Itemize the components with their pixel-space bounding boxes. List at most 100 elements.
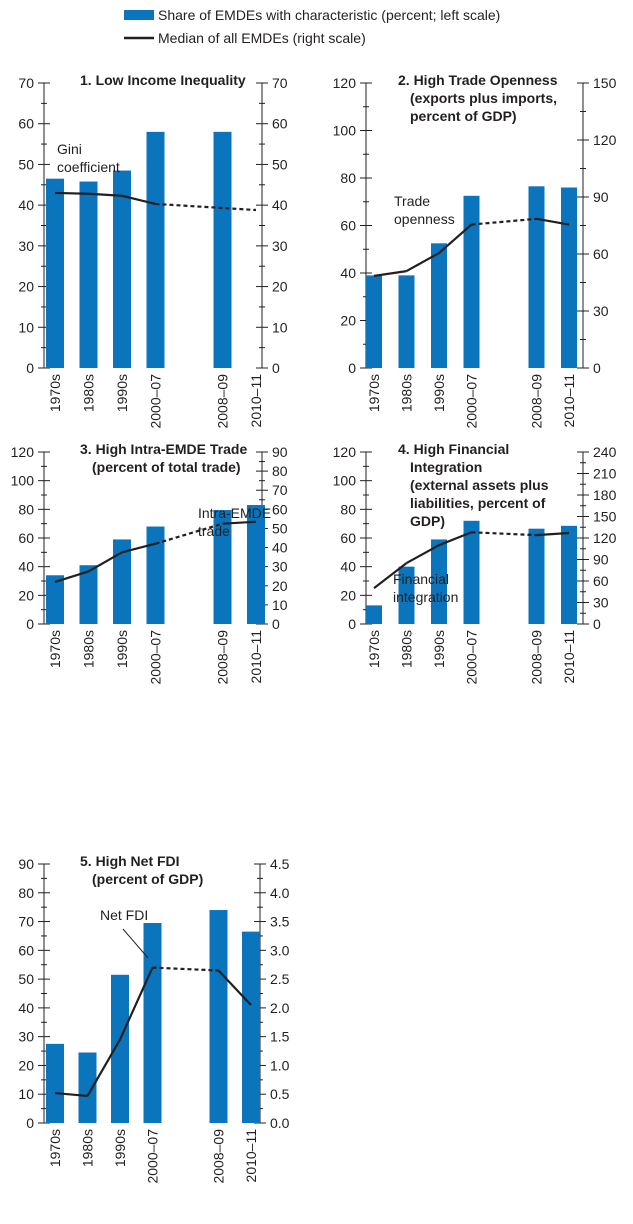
- panel-title-line: Integration: [410, 459, 482, 475]
- left-axis: 0 10 20 30 40 50 60 70: [18, 75, 50, 376]
- right-tick-label: 120: [593, 132, 617, 148]
- median-line-dashed-segment: [471, 531, 537, 537]
- left-tick-label: 40: [18, 197, 34, 213]
- category-label: 1980s: [81, 630, 97, 668]
- right-tick-label: 2.0: [270, 1000, 290, 1016]
- bar-2010–11: [242, 931, 260, 1123]
- left-tick-label: 120: [11, 444, 35, 460]
- left-tick-label: 60: [18, 942, 34, 958]
- panel-title-line: 5. High Net FDI: [80, 853, 180, 869]
- series-annotation: Trade openness: [394, 193, 455, 227]
- left-tick-label: 0: [26, 616, 34, 632]
- chart-panel-1: 0 10 20 30 40 50 60 70 0 10 20 30 40 50 60 70 1970s 1980s…: [18, 72, 287, 429]
- median-line-segment: [121, 542, 156, 554]
- left-tick-label: 40: [18, 1000, 34, 1016]
- category-labels: 1970s 1980s 1990s 2000–07 2008–09 2010–11: [366, 630, 577, 685]
- right-tick-label: 50: [272, 156, 288, 172]
- category-labels: 1970s 1980s 1990s 2000–07 2008–09 2010–11: [366, 374, 577, 429]
- right-tick-label: 70: [272, 75, 288, 91]
- panel-title-line: 3. High Intra-EMDE Trade: [80, 441, 247, 457]
- category-label: 1980s: [399, 374, 415, 412]
- bar-2010–11: [561, 187, 577, 368]
- category-labels: 1970s 1980s 1990s 2000–07 2008–09 2010–11: [47, 630, 264, 685]
- median-line-dashed-segment: [471, 217, 537, 226]
- right-tick-label: 240: [593, 444, 617, 460]
- annotation-line: integration: [393, 589, 458, 605]
- left-tick-label: 0: [26, 360, 34, 376]
- right-tick-label: 60: [272, 501, 288, 517]
- left-axis: 0 10 20 30 40 50 60 70 80 90: [18, 856, 50, 1131]
- left-tick-label: 20: [18, 279, 34, 295]
- category-label: 1970s: [47, 374, 63, 412]
- left-tick-label: 100: [333, 473, 357, 489]
- right-tick-label: 3.5: [270, 914, 290, 930]
- category-label: 1990s: [431, 374, 447, 412]
- annotation-line: Gini: [57, 141, 82, 157]
- bar-2000–07: [463, 195, 480, 368]
- annotation-leader-line: [122, 928, 149, 959]
- series-annotation: Gini coefficient: [57, 141, 120, 175]
- right-tick-label: 1.5: [270, 1029, 290, 1045]
- median-line-series: [54, 966, 252, 1098]
- category-label: 2010–11: [243, 1129, 259, 1183]
- left-tick-label: 80: [18, 885, 34, 901]
- median-line-dashed-segment: [155, 202, 257, 212]
- bar-1990s: [111, 974, 129, 1123]
- median-line-segment: [536, 217, 570, 226]
- bar-1980s: [79, 181, 98, 368]
- bar-2010–11: [561, 525, 577, 624]
- right-tick-label: 90: [272, 444, 288, 460]
- bar-1990s: [431, 243, 447, 368]
- median-line-segment: [438, 223, 473, 254]
- median-line-segment: [405, 252, 440, 273]
- median-line-segment: [222, 520, 257, 525]
- left-tick-label: 100: [11, 473, 35, 489]
- median-line-segment: [121, 194, 156, 205]
- category-label: 1990s: [112, 1129, 128, 1167]
- left-tick-label: 80: [340, 501, 356, 517]
- bar-series: [366, 520, 577, 624]
- panel-title-line: 2. High Trade Openness: [398, 72, 558, 88]
- annotation-line: Net FDI: [100, 907, 148, 923]
- right-tick-label: 60: [593, 573, 609, 589]
- left-tick-label: 50: [18, 156, 34, 172]
- left-axis: 0 20 40 60 80 100 120: [333, 444, 372, 632]
- left-tick-label: 70: [18, 75, 34, 91]
- bar-2000–07: [146, 131, 165, 368]
- panel-title: 5. High Net FDI (percent of GDP): [80, 853, 203, 887]
- legend-line-label: Median of all EMDEs (right scale): [158, 30, 366, 46]
- right-tick-label: 40: [272, 197, 288, 213]
- median-line-segment: [86, 1038, 121, 1097]
- bar-series: [46, 131, 232, 368]
- left-axis: 0 20 40 60 80 100 120: [11, 444, 50, 632]
- category-label: 1980s: [399, 630, 415, 668]
- right-tick-label: 0.5: [270, 1086, 290, 1102]
- bar-1980s: [78, 1052, 97, 1123]
- right-tick-label: 60: [593, 246, 609, 262]
- category-label: 2008–09: [215, 630, 231, 685]
- right-tick-label: 30: [593, 595, 609, 611]
- category-label: 2000–07: [464, 374, 480, 429]
- category-label: 1970s: [47, 630, 63, 668]
- category-label: 1970s: [366, 374, 382, 412]
- median-line-segment: [373, 562, 408, 590]
- chart-panel-5: 0 10 20 30 40 50 60 70 80 90 0.0 0.5 1.0 1.5 2.0 2.5 3.0…: [18, 853, 289, 1184]
- right-tick-label: 30: [272, 559, 288, 575]
- bar-1980s: [79, 565, 98, 624]
- left-tick-label: 70: [18, 914, 34, 930]
- left-tick-label: 10: [18, 319, 34, 335]
- category-label: 2010–11: [248, 630, 264, 684]
- bar-2008–09: [528, 186, 545, 368]
- panel-title: 2. High Trade Openness (exports plus impo…: [398, 72, 558, 124]
- bar-1970s: [46, 178, 64, 368]
- bar-series: [46, 505, 265, 624]
- right-tick-label: 2.5: [270, 971, 290, 987]
- left-tick-label: 10: [18, 1086, 34, 1102]
- right-tick-label: 70: [272, 482, 288, 498]
- bar-2000–07: [463, 520, 480, 624]
- left-tick-label: 30: [18, 1029, 34, 1045]
- category-label: 2000–07: [148, 374, 164, 429]
- bar-2000–07: [146, 526, 165, 624]
- legend: Share of EMDEs with characteristic (perc…: [124, 7, 500, 46]
